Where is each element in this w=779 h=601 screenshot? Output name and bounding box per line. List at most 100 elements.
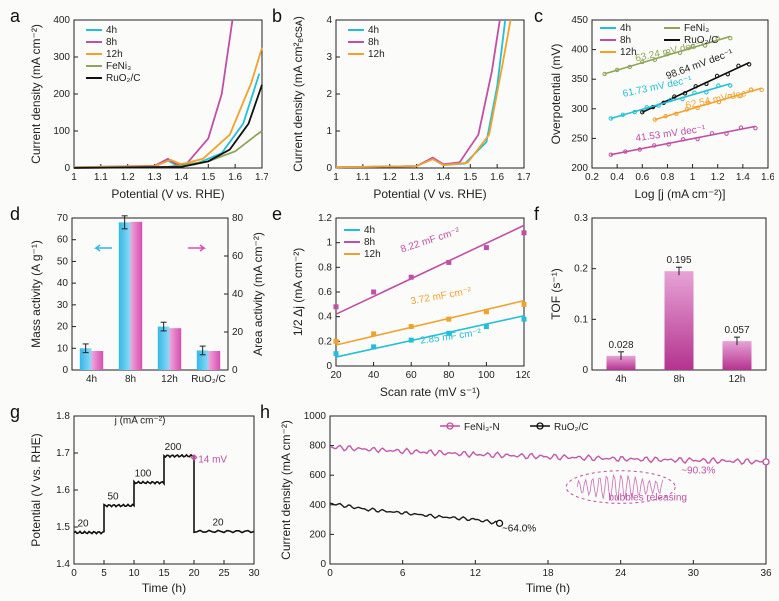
svg-text:Scan rate (mV s⁻¹): Scan rate (mV s⁻¹) xyxy=(380,385,480,399)
svg-text:1.5: 1.5 xyxy=(56,522,70,533)
panel-label-e: e xyxy=(272,204,282,225)
svg-text:1.7: 1.7 xyxy=(56,448,70,459)
svg-text:0: 0 xyxy=(232,365,238,376)
svg-text:FeNi₃: FeNi₃ xyxy=(684,23,709,34)
svg-text:0.6: 0.6 xyxy=(318,287,332,298)
svg-text:8h: 8h xyxy=(673,374,684,385)
svg-text:1.4: 1.4 xyxy=(56,559,70,570)
svg-text:1: 1 xyxy=(333,172,339,183)
svg-text:Potential (V vs. RHE): Potential (V vs. RHE) xyxy=(29,433,43,546)
svg-text:8h: 8h xyxy=(106,37,117,48)
svg-text:20: 20 xyxy=(188,568,200,579)
svg-text:1.7: 1.7 xyxy=(255,172,268,183)
svg-text:800: 800 xyxy=(309,441,326,452)
svg-text:1.2: 1.2 xyxy=(383,172,397,183)
svg-text:1.6: 1.6 xyxy=(228,172,242,183)
svg-text:1000: 1000 xyxy=(304,411,327,422)
svg-text:1.5: 1.5 xyxy=(463,172,477,183)
svg-text:80: 80 xyxy=(443,370,455,381)
svg-text:30: 30 xyxy=(57,300,69,311)
svg-text:300: 300 xyxy=(53,52,70,63)
svg-text:0: 0 xyxy=(582,365,588,376)
svg-text:20: 20 xyxy=(232,327,244,338)
chart-d: 4h8h12hRuO₂/C010203040506070020406080Are… xyxy=(28,210,268,400)
svg-text:1.4: 1.4 xyxy=(174,172,188,183)
panel-label-h: h xyxy=(260,402,270,423)
svg-text:0: 0 xyxy=(327,568,333,579)
svg-text:10: 10 xyxy=(128,568,140,579)
svg-text:1.2: 1.2 xyxy=(711,172,725,183)
svg-text:62.54 mV dec⁻¹: 62.54 mV dec⁻¹ xyxy=(685,86,757,112)
svg-text:~90.3%: ~90.3% xyxy=(681,466,715,477)
svg-text:60: 60 xyxy=(57,235,69,246)
svg-text:400: 400 xyxy=(309,500,326,511)
svg-text:70: 70 xyxy=(57,213,69,224)
panel-label-b: b xyxy=(272,6,282,27)
svg-text:0.2: 0.2 xyxy=(318,336,332,347)
svg-text:1: 1 xyxy=(71,172,77,183)
svg-text:3.72 mF cm⁻²: 3.72 mF cm⁻² xyxy=(410,286,473,308)
svg-text:FeNi₃-N: FeNi₃-N xyxy=(464,422,500,433)
panel-label-a: a xyxy=(10,6,20,27)
svg-text:Time (h): Time (h) xyxy=(526,581,570,595)
svg-text:60: 60 xyxy=(406,370,418,381)
chart-b: 11.11.21.31.41.51.61.701234Potential (V … xyxy=(290,12,530,202)
svg-text:200: 200 xyxy=(53,89,70,100)
svg-text:0: 0 xyxy=(326,163,332,174)
svg-text:Overpotential (mV): Overpotential (mV) xyxy=(549,44,563,145)
svg-text:100: 100 xyxy=(478,370,495,381)
svg-text:12: 12 xyxy=(470,568,482,579)
chart-e: 2040608010012000.20.40.60.811.2Scan rate… xyxy=(290,210,530,400)
svg-text:400: 400 xyxy=(53,15,70,26)
svg-text:1.3: 1.3 xyxy=(410,172,424,183)
panel-label-c: c xyxy=(534,6,543,27)
chart-c: 0.20.40.60.811.21.41.6200250300350400450… xyxy=(548,12,774,202)
svg-text:1.6: 1.6 xyxy=(490,172,504,183)
svg-text:4: 4 xyxy=(326,15,332,26)
svg-text:8.22 mF cm⁻²: 8.22 mF cm⁻² xyxy=(399,226,461,256)
svg-text:300: 300 xyxy=(571,104,588,115)
chart-h: 06121824303602004006008001000Time (h)Cur… xyxy=(278,408,774,596)
svg-text:20: 20 xyxy=(330,370,342,381)
svg-text:12h: 12h xyxy=(729,374,746,385)
svg-text:200: 200 xyxy=(165,442,182,453)
svg-text:1.4: 1.4 xyxy=(436,172,450,183)
svg-text:0.8: 0.8 xyxy=(318,262,332,273)
svg-text:24: 24 xyxy=(615,568,627,579)
svg-text:0: 0 xyxy=(326,361,332,372)
svg-text:40: 40 xyxy=(57,278,69,289)
svg-text:2: 2 xyxy=(326,89,332,100)
svg-text:18: 18 xyxy=(542,568,554,579)
svg-text:0: 0 xyxy=(64,163,70,174)
svg-text:200: 200 xyxy=(309,529,326,540)
svg-text:0: 0 xyxy=(320,559,326,570)
svg-text:1.2: 1.2 xyxy=(318,213,332,224)
svg-text:20: 20 xyxy=(57,322,69,333)
chart-f: 4h8h12h00.10.20.3TOF (s⁻¹)0.0280.1950.05… xyxy=(548,210,774,400)
svg-text:1.4: 1.4 xyxy=(736,172,750,183)
svg-text:0: 0 xyxy=(71,568,77,579)
svg-text:Current density (mA cm⁻²): Current density (mA cm⁻²) xyxy=(29,24,43,164)
svg-text:1.1: 1.1 xyxy=(356,172,370,183)
svg-text:25: 25 xyxy=(218,568,230,579)
svg-text:Time (h): Time (h) xyxy=(142,581,186,595)
svg-text:0.195: 0.195 xyxy=(666,255,691,266)
svg-text:1.2: 1.2 xyxy=(121,172,135,183)
svg-text:0.3: 0.3 xyxy=(574,213,588,224)
chart-g: 0510152025301.41.51.61.71.8Time (h)Poten… xyxy=(28,408,260,596)
svg-text:100: 100 xyxy=(53,126,70,137)
svg-text:600: 600 xyxy=(309,470,326,481)
svg-text:0: 0 xyxy=(62,365,68,376)
svg-text:1/2 Δj (mA cm⁻²): 1/2 Δj (mA cm⁻²) xyxy=(291,248,305,336)
svg-text:40: 40 xyxy=(368,370,380,381)
svg-text:400: 400 xyxy=(571,45,588,56)
panel-label-g: g xyxy=(10,402,20,423)
svg-text:~64.0%: ~64.0% xyxy=(502,523,536,534)
svg-text:0.057: 0.057 xyxy=(724,325,749,336)
svg-text:FeNi₃: FeNi₃ xyxy=(106,61,131,72)
svg-text:8h: 8h xyxy=(620,35,631,46)
svg-text:30: 30 xyxy=(248,568,260,579)
svg-text:Current density (mA cm⁻²): Current density (mA cm⁻²) xyxy=(279,420,293,560)
svg-text:0.4: 0.4 xyxy=(318,312,332,323)
svg-text:8h: 8h xyxy=(368,37,379,48)
